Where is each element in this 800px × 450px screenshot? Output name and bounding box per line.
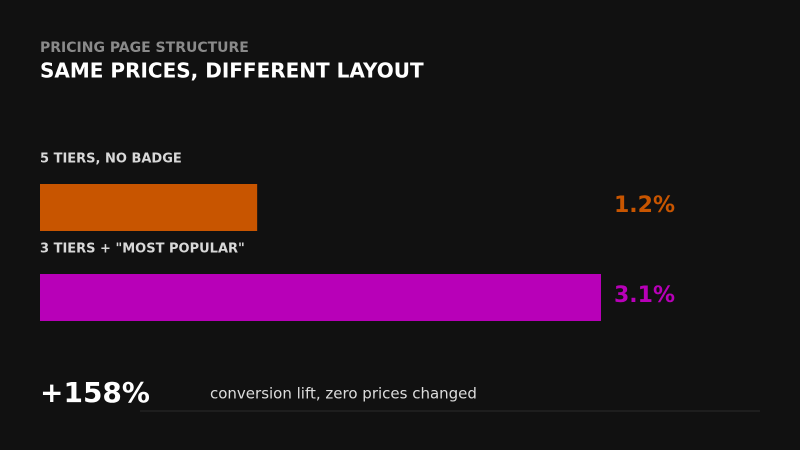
category-label: 3 TIERS + "MOST POPULAR" <box>40 242 245 257</box>
category-label: 5 TIERS, NO BADGE <box>40 152 182 167</box>
bar <box>40 274 601 321</box>
headline-number: +158% <box>40 376 150 409</box>
annotation: conversion lift, zero prices changed <box>210 385 477 403</box>
chart-title: SAME PRICES, DIFFERENT LAYOUT <box>40 59 424 83</box>
bar <box>40 184 258 231</box>
value-label: 3.1% <box>614 283 675 308</box>
chart-subtitle: PRICING PAGE STRUCTURE <box>40 40 249 56</box>
value-label: 1.2% <box>614 193 675 218</box>
